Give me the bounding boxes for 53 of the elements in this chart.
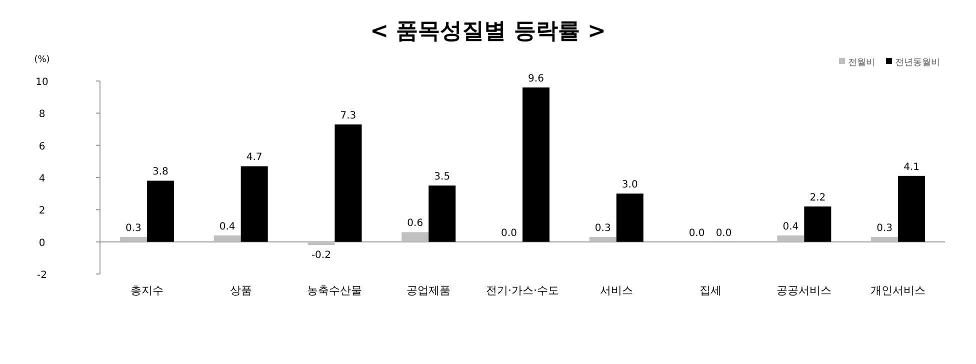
x-tick-label: 상품: [230, 284, 252, 297]
bar: [240, 166, 268, 242]
data-label: 0.6: [407, 218, 424, 230]
data-label: 0.0: [501, 228, 517, 239]
bar: [214, 235, 241, 242]
y-axis-title: (%): [34, 55, 50, 65]
bar: [871, 237, 898, 242]
y-tick-label: 0: [38, 238, 46, 249]
x-tick-label: 개인서비스: [870, 284, 926, 297]
data-label: 3.5: [434, 172, 450, 183]
legend-label: 전월비: [848, 58, 875, 68]
bar: [898, 176, 926, 242]
data-label: 4.7: [246, 152, 262, 164]
data-label: 3.8: [152, 166, 168, 178]
bar: [804, 206, 832, 242]
bar: [777, 235, 804, 242]
data-label: 0.3: [876, 223, 893, 234]
x-tick-label: 집세: [699, 284, 722, 297]
legend-label: 전년동월비: [895, 58, 940, 68]
y-tick-label: 4: [38, 174, 46, 184]
bar: [428, 186, 456, 242]
chart-title: < 품목성질별 등락률 >: [370, 19, 606, 44]
bar: [589, 237, 616, 242]
y-tick-label: 10: [36, 77, 48, 88]
x-tick-label: 공공서비스: [776, 284, 832, 297]
x-tick-label: 농축수산물: [307, 284, 362, 297]
x-tick-label: 전기·가스·수도: [486, 284, 559, 297]
data-label: 3.0: [622, 180, 638, 191]
bar: [120, 237, 147, 242]
data-label: 0.0: [688, 228, 705, 239]
data-label: 0.0: [716, 228, 732, 239]
x-tick-label: 공업제품: [406, 284, 451, 297]
data-label: 0.3: [125, 223, 142, 234]
x-tick-label: 서비스: [600, 284, 633, 297]
x-tick-label: 총지수: [130, 284, 164, 297]
bar: [146, 180, 174, 242]
y-tick-label: 2: [38, 206, 46, 217]
bar: [522, 87, 550, 242]
data-label: 2.2: [810, 192, 826, 204]
bar: [308, 242, 335, 246]
data-label: 7.3: [340, 110, 356, 122]
y-tick-label: -2: [37, 270, 47, 281]
bar: [402, 232, 429, 242]
bar: [616, 194, 644, 242]
data-label: 4.1: [904, 162, 920, 173]
y-tick-label: 6: [38, 141, 46, 152]
data-label: -0.2: [311, 250, 331, 262]
data-label: 0.4: [782, 221, 799, 232]
bar: [334, 124, 362, 242]
data-label: 9.6: [528, 73, 544, 84]
data-label: 0.4: [219, 221, 236, 232]
y-tick-label: 8: [38, 109, 46, 120]
data-label: 0.3: [594, 223, 611, 234]
